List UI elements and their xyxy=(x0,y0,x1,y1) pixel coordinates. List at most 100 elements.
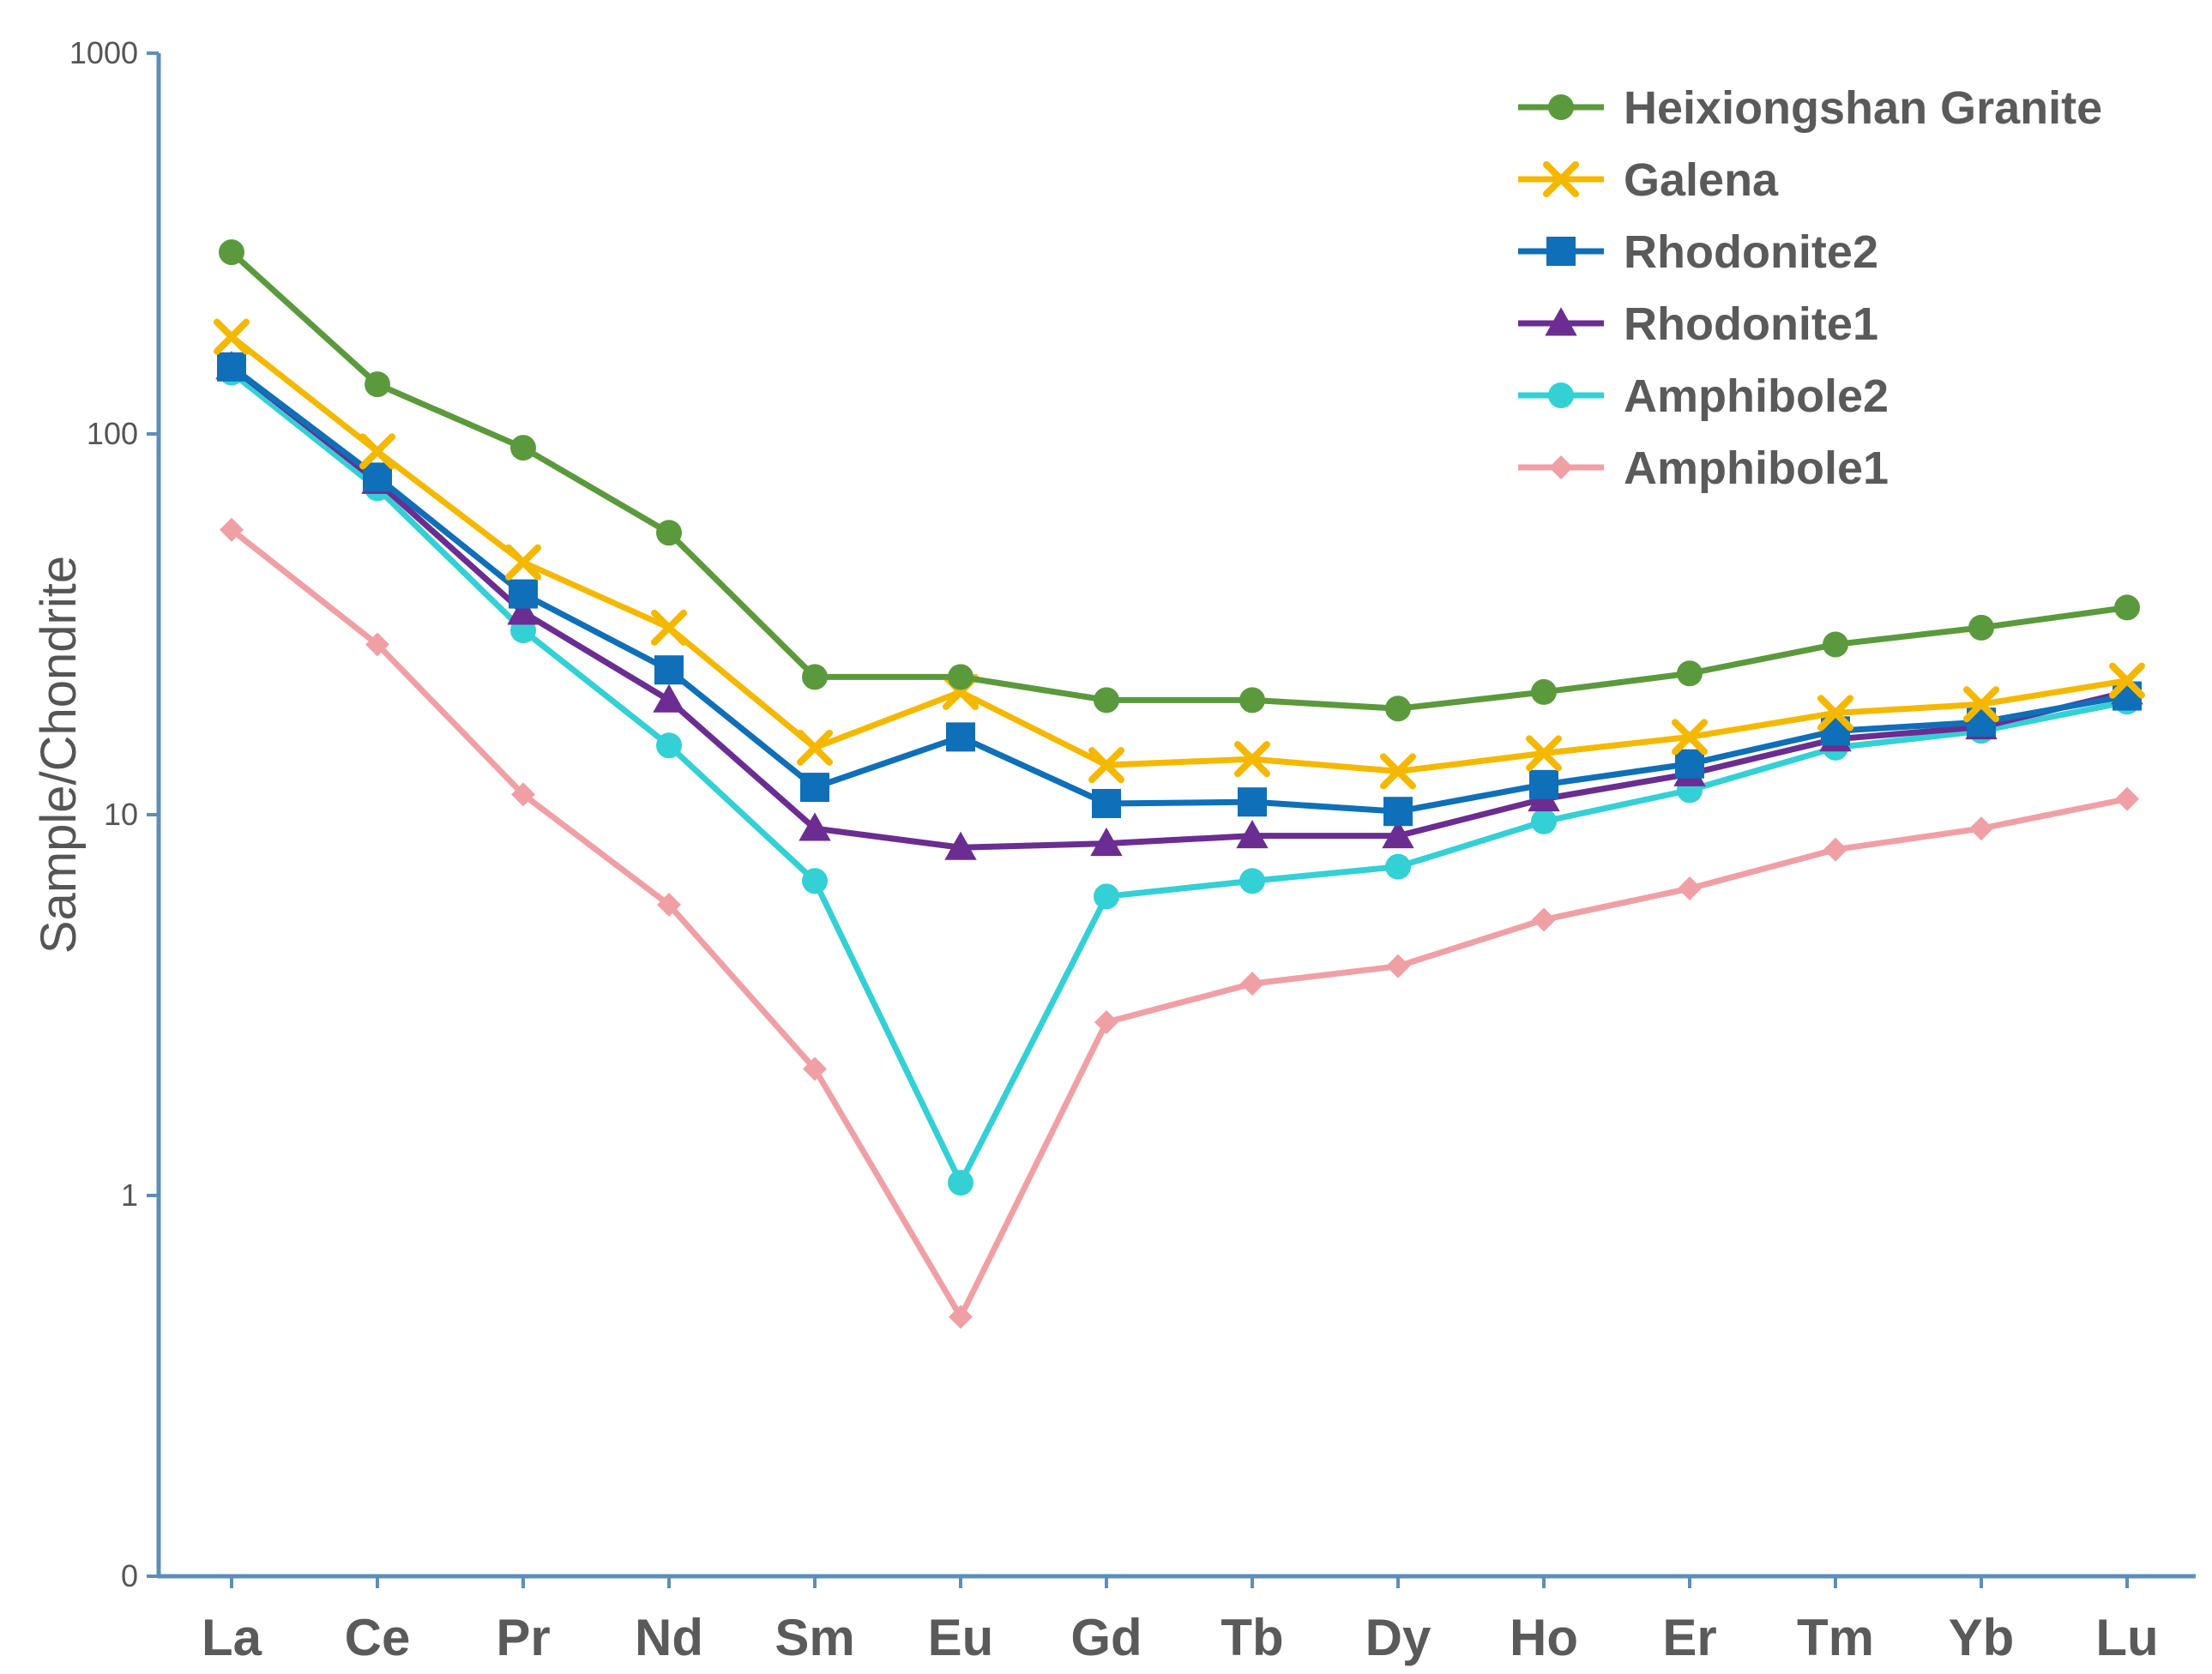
data-point-galena-pr xyxy=(505,544,541,581)
legend-label: Amphibole1 xyxy=(1624,443,1889,494)
series-line-rhodonite2 xyxy=(229,364,2128,815)
data-point-rhodonite1-sm xyxy=(799,812,831,841)
x-tick-label: Eu xyxy=(928,1609,994,1666)
data-point-galena-yb xyxy=(1963,686,1999,723)
data-point-heixiongshan-granite-tm xyxy=(1823,631,1848,658)
series-line-amphibole1 xyxy=(229,527,2128,1321)
legend-entry-amphibole1: Amphibole1 xyxy=(1518,443,1889,494)
data-point-heixiongshan-granite-ho xyxy=(1531,678,1557,705)
legend-entry-rhodonite2: Rhodonite2 xyxy=(1518,226,1878,278)
data-point-rhodonite1-tb xyxy=(1236,819,1269,849)
data-point-amphibole1-gd xyxy=(1094,1010,1118,1035)
data-point-heixiongshan-granite-ce xyxy=(365,371,390,398)
data-point-amphibole2-eu xyxy=(948,1170,973,1196)
data-point-heixiongshan-granite-sm xyxy=(802,664,828,690)
data-point-rhodonite2-tb xyxy=(1238,787,1267,817)
data-point-galena-tm xyxy=(1817,695,1853,732)
series-rhodonite1 xyxy=(215,351,2143,860)
data-point-heixiongshan-granite-gd xyxy=(1094,687,1119,714)
data-point-amphibole1-ho xyxy=(1532,907,1556,932)
data-point-galena-lu xyxy=(2109,662,2145,699)
data-point-heixiongshan-granite-lu xyxy=(2114,594,2140,621)
legend: Heixiongshan Granite Galena Rhodonite2 Rhod… xyxy=(1518,82,2102,494)
data-point-amphibole2-gd xyxy=(1094,883,1119,910)
series-line-heixiongshan-granite xyxy=(229,250,2128,712)
legend-swatch-marker xyxy=(1546,237,1576,266)
data-point-galena-ho xyxy=(1526,735,1562,772)
y-tick-label: 10 xyxy=(104,797,138,832)
data-point-rhodonite2-pr xyxy=(509,579,538,609)
y-tick-label: 1000 xyxy=(69,35,138,70)
data-point-amphibole2-ho xyxy=(1531,808,1557,834)
data-point-rhodonite2-ce xyxy=(363,462,392,492)
data-point-amphibole2-dy xyxy=(1385,853,1411,880)
data-point-galena-ce xyxy=(359,433,395,470)
x-tick-label: Ho xyxy=(1510,1609,1578,1666)
data-point-rhodonite2-er xyxy=(1675,749,1704,779)
x-tick-label: Yb xyxy=(1949,1609,2015,1666)
data-point-heixiongshan-granite-dy xyxy=(1385,695,1411,722)
data-point-amphibole1-dy xyxy=(1386,954,1410,979)
series-heixiongshan-granite xyxy=(219,239,2140,722)
data-point-amphibole1-nd xyxy=(657,893,681,918)
data-point-amphibole1-ce xyxy=(365,632,389,657)
data-point-heixiongshan-granite-yb xyxy=(1968,614,1994,641)
legend-entry-rhodonite1: Rhodonite1 xyxy=(1518,298,1878,350)
x-tick-label: Ce xyxy=(345,1609,411,1666)
legend-entry-heixiongshan-granite: Heixiongshan Granite xyxy=(1518,82,2102,134)
x-tick-label: Tb xyxy=(1221,1609,1283,1666)
series-rhodonite2 xyxy=(217,352,2142,827)
data-point-galena-gd xyxy=(1088,747,1124,784)
x-tick-label: La xyxy=(202,1609,262,1666)
legend-swatch-marker xyxy=(1548,94,1574,120)
data-point-rhodonite1-nd xyxy=(653,683,685,713)
data-point-rhodonite2-nd xyxy=(654,655,684,685)
series-line-galena xyxy=(229,334,2128,774)
data-point-rhodonite1-pr xyxy=(507,596,539,625)
data-point-galena-tb xyxy=(1234,741,1270,778)
data-point-amphibole2-tb xyxy=(1239,868,1265,894)
data-point-rhodonite2-la xyxy=(217,352,246,382)
data-point-amphibole2-nd xyxy=(656,732,682,759)
data-point-amphibole2-sm xyxy=(802,868,828,894)
data-point-rhodonite1-dy xyxy=(1382,819,1414,849)
data-point-galena-er xyxy=(1672,719,1708,756)
data-point-rhodonite1-gd xyxy=(1090,827,1123,857)
x-tick-label: Sm xyxy=(775,1609,854,1666)
data-point-heixiongshan-granite-la xyxy=(219,239,244,266)
legend-swatch-marker xyxy=(1549,455,1573,479)
legend-swatch-marker xyxy=(1543,161,1579,197)
data-point-galena-dy xyxy=(1380,753,1416,790)
data-point-rhodonite2-ho xyxy=(1529,769,1558,799)
data-point-rhodonite2-eu xyxy=(946,722,975,752)
legend-label: Galena xyxy=(1624,154,1779,206)
data-point-heixiongshan-granite-pr xyxy=(510,435,536,461)
legend-label: Heixiongshan Granite xyxy=(1624,82,2102,134)
series-line-rhodonite1 xyxy=(229,364,2128,851)
data-point-amphibole1-er xyxy=(1678,876,1702,901)
legend-label: Amphibole2 xyxy=(1624,370,1889,422)
x-tick-label: Er xyxy=(1662,1609,1716,1666)
series-galena xyxy=(214,318,2145,790)
data-point-rhodonite2-sm xyxy=(800,773,829,803)
x-tick-label: Tm xyxy=(1797,1609,1874,1666)
series-layer xyxy=(214,239,2145,1329)
x-tick-label: Lu xyxy=(2095,1609,2158,1666)
data-point-galena-sm xyxy=(797,729,833,766)
data-point-amphibole1-pr xyxy=(511,782,535,807)
x-tick-label: Dy xyxy=(1365,1609,1431,1666)
x-tick-label: Pr xyxy=(496,1609,550,1666)
data-point-galena-la xyxy=(214,318,250,355)
data-point-heixiongshan-granite-nd xyxy=(656,520,682,546)
data-point-heixiongshan-granite-er xyxy=(1677,660,1703,687)
data-point-amphibole1-tm xyxy=(1823,837,1847,862)
legend-entry-galena: Galena xyxy=(1518,154,1779,206)
data-point-rhodonite1-eu xyxy=(944,831,977,860)
data-point-rhodonite2-lu xyxy=(2113,681,2142,711)
legend-swatch-marker xyxy=(1548,382,1574,408)
data-point-amphibole1-tb xyxy=(1240,972,1264,997)
data-point-heixiongshan-granite-tb xyxy=(1239,687,1265,714)
data-point-amphibole1-lu xyxy=(2115,786,2139,811)
